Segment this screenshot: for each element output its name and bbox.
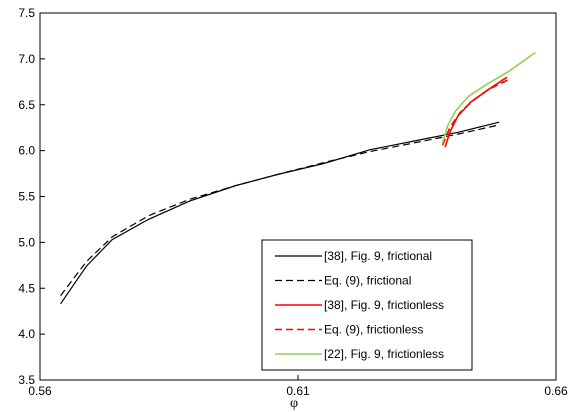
y-tick-label: 7.5 xyxy=(18,6,35,20)
y-tick-label: 6.0 xyxy=(18,144,35,158)
y-tick-label: 7.0 xyxy=(18,52,35,66)
series-line-5 xyxy=(441,51,536,144)
series-line-2 xyxy=(60,124,500,296)
series-layer xyxy=(60,51,536,305)
y-tick-label: 5.5 xyxy=(18,190,35,204)
y-tick-label: 5.0 xyxy=(18,235,35,249)
y-axis: 3.5 4.0 4.5 5.0 5.5 6.0 6.5 7.0 7.5 xyxy=(18,6,45,387)
y-tick-label: 6.5 xyxy=(18,98,35,112)
legend-label: [22], Fig. 9, frictionless xyxy=(324,347,444,361)
x-tick-label: 0.61 xyxy=(286,384,310,398)
legend-label: Eq. (9), frictionless xyxy=(324,323,423,337)
x-tick-label: 0.66 xyxy=(544,384,568,398)
legend: [38], Fig. 9, frictional Eq. (9), frictio… xyxy=(261,239,473,371)
legend-label: [38], Fig. 9, frictionless xyxy=(324,298,444,312)
x-axis-label: φ xyxy=(290,396,298,411)
series-line-4 xyxy=(441,78,510,146)
x-tick-label: 0.56 xyxy=(28,384,52,398)
y-tick-label: 4.0 xyxy=(18,327,35,341)
y-tick-label: 3.5 xyxy=(18,373,35,387)
x-axis: 0.56 0.61 0.66 xyxy=(28,375,568,398)
y-tick-label: 4.5 xyxy=(18,281,35,295)
legend-label: [38], Fig. 9, frictional xyxy=(324,249,432,263)
legend-label: Eq. (9), frictional xyxy=(324,274,411,288)
